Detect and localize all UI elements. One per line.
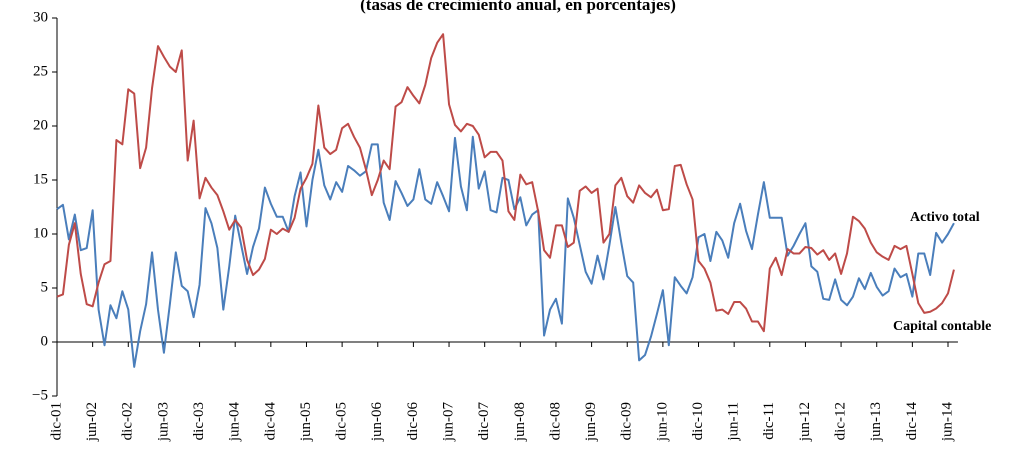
chart-subtitle: (tasas de crecimiento anual, en porcenta…: [360, 0, 676, 14]
y-tick-label: 5: [41, 279, 49, 295]
x-tick-label: jun-10: [654, 402, 670, 442]
x-tick-label: dic-03: [191, 402, 207, 440]
x-tick-label: dic-11: [761, 402, 777, 440]
x-tick-label: dic-01: [48, 402, 64, 440]
x-tick-label: dic-06: [405, 402, 421, 441]
y-tick-label: 25: [33, 63, 48, 79]
x-tick-label: dic-07: [476, 402, 492, 441]
y-tick-label: 0: [41, 333, 49, 349]
series-label: Capital contable: [893, 319, 991, 334]
x-tick-label: jun-13: [868, 402, 884, 442]
x-tick-label: dic-09: [619, 402, 635, 440]
y-tick-label: 15: [33, 171, 48, 187]
x-tick-label: dic-02: [120, 402, 136, 440]
x-tick-label: jun-11: [726, 402, 742, 442]
series-label: Activo total: [910, 210, 980, 225]
x-tick-label: dic-08: [547, 402, 563, 440]
x-tick-label: jun-02: [84, 402, 100, 442]
x-tick-label: jun-12: [797, 402, 813, 442]
x-tick-label: jun-03: [155, 402, 171, 442]
x-tick-label: jun-06: [369, 402, 385, 443]
x-tick-label: dic-05: [334, 402, 350, 440]
x-tick-label: jun-08: [512, 402, 528, 442]
x-tick-label: dic-12: [833, 402, 849, 440]
x-tick-label: jun-07: [440, 402, 456, 443]
x-tick-label: dic-04: [262, 402, 278, 441]
line-series: [56, 33, 955, 333]
y-tick-label: −5: [32, 387, 48, 403]
y-tick-label: 20: [33, 117, 48, 133]
y-tick-label: 10: [33, 225, 48, 241]
y-tick-label: 30: [33, 9, 48, 25]
x-tick-label: dic-10: [690, 402, 706, 440]
x-tick-label: jun-05: [298, 402, 314, 442]
x-tick-label: jun-09: [583, 402, 599, 442]
x-tick-label: jun-14: [939, 402, 955, 443]
x-tick-label: jun-04: [227, 402, 243, 443]
x-tick-label: dic-14: [904, 402, 920, 441]
